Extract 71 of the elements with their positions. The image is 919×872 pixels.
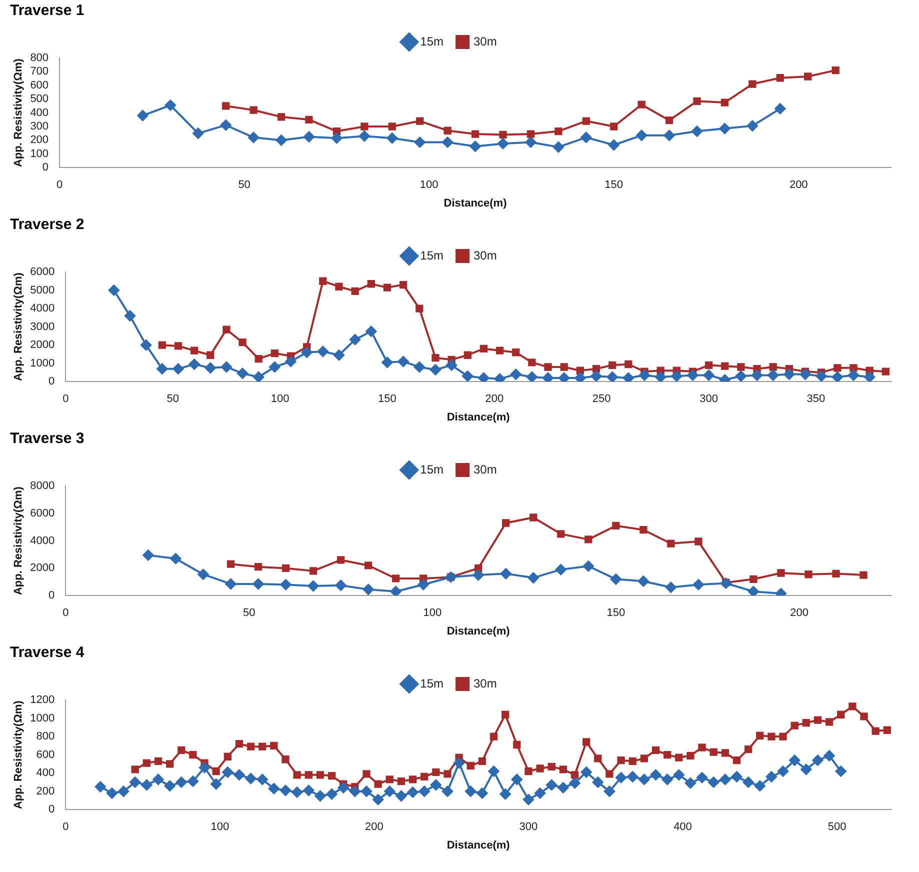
y-tick-label: 0 <box>48 590 55 602</box>
y-tick-label: 1200 <box>30 694 55 706</box>
y-tick-label: 6000 <box>30 266 55 278</box>
x-tick-label: 250 <box>592 393 611 406</box>
y-tick-label: 0 <box>48 804 55 816</box>
y-tick-label: 300 <box>30 120 49 133</box>
x-tick-label: 0 <box>62 607 69 620</box>
x-tick-label: 150 <box>378 393 396 406</box>
x-tick-label: 200 <box>789 179 808 192</box>
chart-title: Traverse 4 <box>10 644 85 662</box>
y-axis-title: App. Resistivity(Ωm) <box>12 700 25 810</box>
y-tick-label: 2000 <box>30 339 55 352</box>
legend-label: 15m <box>420 248 444 262</box>
y-tick-label: 400 <box>36 767 55 780</box>
y-tick-label: 2000 <box>30 562 55 574</box>
y-tick-label: 200 <box>30 134 49 146</box>
x-axis-title: Distance(m) <box>446 411 510 424</box>
x-axis-title: Distance(m) <box>444 197 508 210</box>
legend-label: 15m <box>420 462 444 476</box>
x-tick-label: 50 <box>242 607 256 620</box>
y-tick-label: 400 <box>30 106 49 119</box>
x-tick-label: 200 <box>365 821 384 834</box>
y-tick-label: 1000 <box>30 357 55 370</box>
y-tick-label: 6000 <box>30 507 55 520</box>
x-tick-label: 150 <box>604 179 624 192</box>
x-tick-label: 0 <box>62 393 69 406</box>
x-tick-label: 300 <box>700 393 718 406</box>
y-tick-label: 600 <box>36 748 55 761</box>
y-tick-label: 800 <box>30 52 49 64</box>
y-tick-label: 100 <box>30 148 49 160</box>
x-tick-label: 200 <box>485 393 504 406</box>
x-tick-label: 100 <box>270 393 290 406</box>
x-tick-label: 100 <box>423 607 442 620</box>
x-tick-label: 150 <box>606 607 626 620</box>
chart-title: Traverse 3 <box>10 430 84 448</box>
y-tick-label: 4000 <box>30 534 55 547</box>
x-axis-title: Distance(m) <box>446 625 510 638</box>
y-tick-label: 200 <box>36 785 55 798</box>
y-tick-label: 3000 <box>30 320 55 333</box>
y-tick-label: 600 <box>30 79 49 92</box>
y-tick-label: 500 <box>30 93 49 106</box>
legend-label: 30m <box>474 462 497 476</box>
y-tick-label: 5000 <box>30 284 55 296</box>
y-tick-label: 0 <box>42 162 49 174</box>
y-axis-title: App. Resistivity(Ωm) <box>12 486 25 596</box>
y-tick-label: 800 <box>36 730 55 743</box>
legend-label: 30m <box>474 248 497 262</box>
x-tick-label: 100 <box>420 179 438 192</box>
x-tick-label: 350 <box>806 393 826 406</box>
legend-label: 30m <box>474 676 497 690</box>
x-tick-label: 500 <box>828 821 846 834</box>
y-tick-label: 1000 <box>30 712 55 724</box>
x-tick-label: 400 <box>674 821 692 834</box>
legend-label: 30m <box>474 34 497 48</box>
x-axis-title: Distance(m) <box>446 839 510 852</box>
x-tick-label: 200 <box>790 607 808 620</box>
chart-title: Traverse 1 <box>10 2 84 20</box>
y-tick-label: 0 <box>48 376 55 388</box>
y-axis-title: App. Resistivity(Ωm) <box>12 58 25 168</box>
chart-title: Traverse 2 <box>10 216 84 234</box>
legend-label: 15m <box>420 676 444 690</box>
y-tick-label: 4000 <box>30 302 55 315</box>
y-axis-title: App. Resistivity(Ωm) <box>12 272 25 382</box>
y-tick-label: 700 <box>30 66 49 78</box>
x-tick-label: 100 <box>210 821 230 834</box>
legend-label: 15m <box>420 34 444 48</box>
x-tick-label: 50 <box>238 179 250 192</box>
y-tick-label: 8000 <box>30 480 55 492</box>
x-tick-label: 0 <box>62 821 69 834</box>
x-tick-label: 50 <box>166 393 179 406</box>
x-tick-label: 300 <box>519 821 538 834</box>
